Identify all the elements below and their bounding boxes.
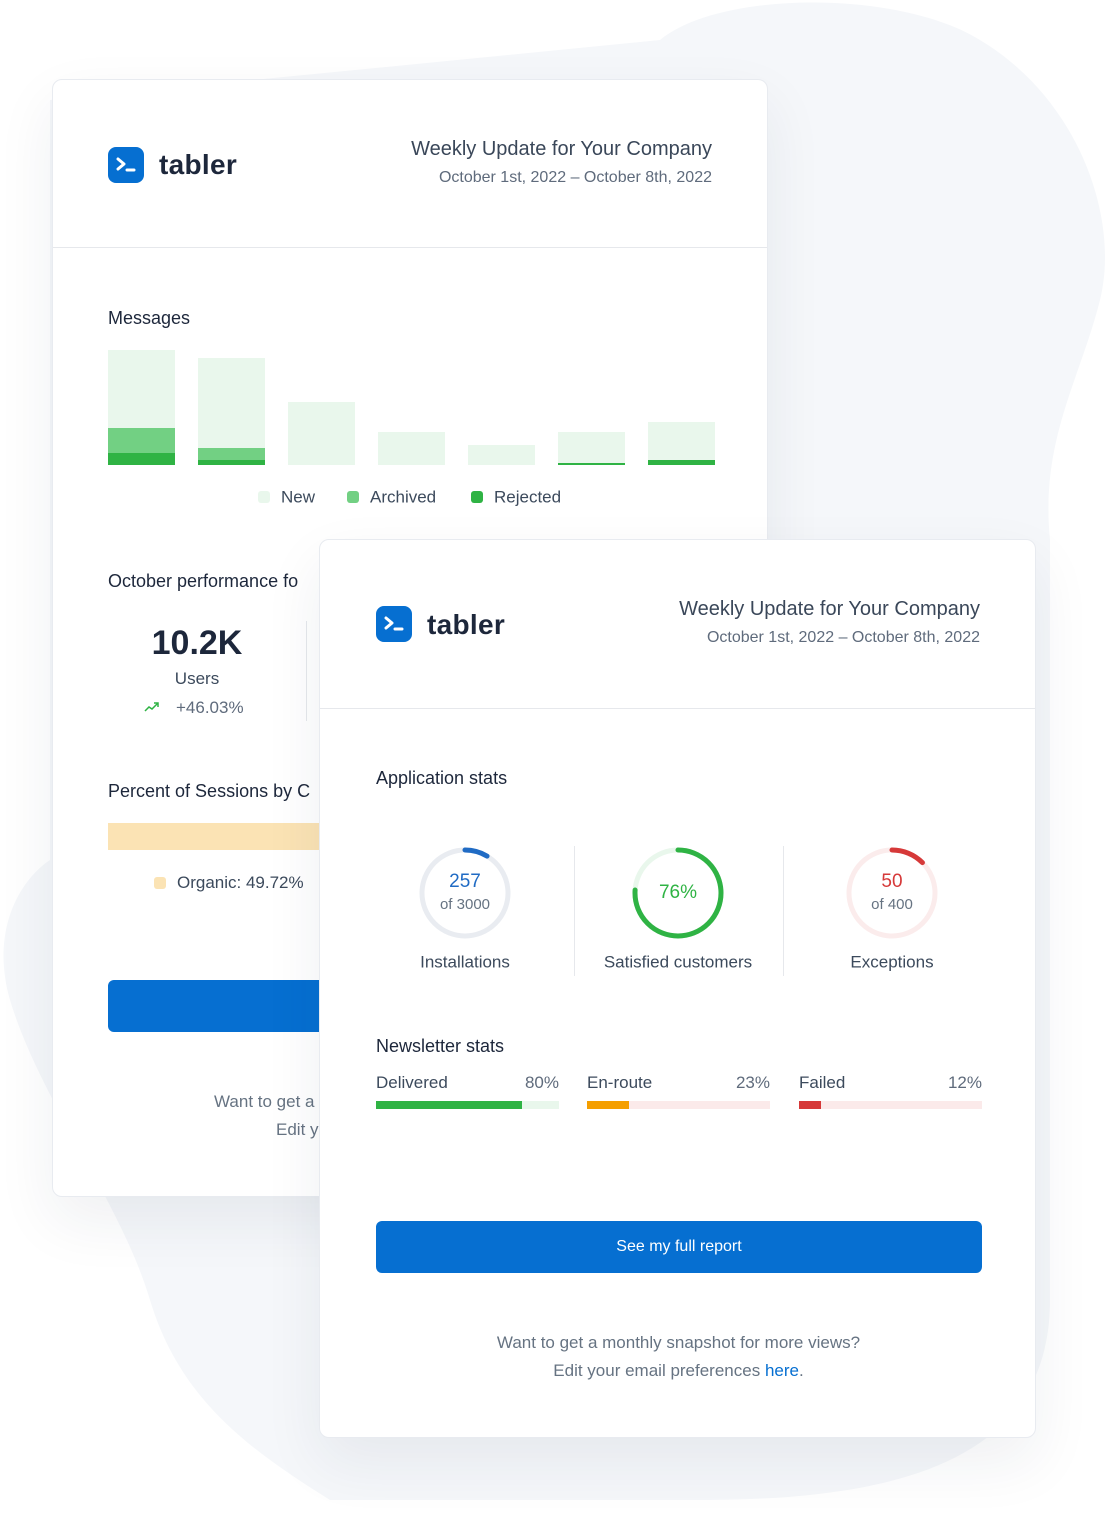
stat-change: +46.03% — [176, 698, 244, 717]
section-title: Application stats — [376, 768, 508, 788]
footer-text: Want to get a monthly snapshot for more … — [496, 1333, 861, 1352]
ring-arc — [846, 847, 938, 939]
footer-text: Edit y — [276, 1120, 319, 1139]
legend-label: Rejected — [494, 487, 561, 506]
divider — [320, 708, 1035, 709]
footer-text: Edit your email preferences — [553, 1361, 761, 1380]
progress-track — [587, 1101, 770, 1109]
ring-label: Satisfied customers — [604, 952, 752, 971]
stat-label: Users — [174, 669, 220, 688]
ring-total: of 3000 — [440, 896, 490, 913]
stat-label: Delivered — [376, 1073, 448, 1092]
ring-total: of 400 — [871, 896, 913, 913]
legend-dot — [154, 877, 166, 889]
bar-segment — [648, 422, 715, 460]
section-title: October performance fo — [108, 571, 299, 591]
link[interactable]: here — [764, 1361, 799, 1380]
application-stats: 257 of 3000 Installations 76% Satisfied cust… — [419, 846, 938, 976]
bar-segment — [468, 445, 535, 465]
header-title: Weekly Update for Your Company — [411, 138, 712, 160]
section-title: Percent of Sessions by C — [108, 781, 311, 801]
progress-bar — [376, 1101, 523, 1109]
brand: tabler — [427, 609, 506, 640]
progress-bar — [587, 1101, 630, 1109]
ring-label: Installations — [420, 952, 510, 971]
footer-text: Want to get a — [214, 1092, 315, 1111]
bar-segment — [198, 460, 265, 465]
bar-segment — [648, 460, 715, 465]
divider — [306, 621, 307, 721]
newsletter-stats: Delivered 80% En-route 23% Failed 12% — [320, 540, 1035, 1140]
legend-label: New — [281, 487, 316, 506]
section-title: Newsletter stats — [376, 1036, 505, 1056]
section-title: Messages — [108, 308, 191, 328]
footer-line: Edit your email preferences here. — [320, 1361, 1035, 1380]
legend-dot — [347, 491, 359, 503]
header-title: Weekly Update for Your Company — [679, 598, 980, 620]
progress-track — [799, 1101, 982, 1109]
legend-dot — [471, 491, 483, 503]
ring-label: Exceptions — [850, 952, 933, 971]
button-label: See my full report — [616, 1238, 742, 1255]
bar-segment — [108, 350, 175, 428]
button[interactable]: See my full report — [376, 1221, 982, 1273]
trend-icon — [144, 702, 159, 712]
header-date: October 1st, 2022 – October 8th, 2022 — [706, 629, 980, 646]
bar-segment — [288, 402, 355, 465]
stat-value: 12% — [947, 1073, 982, 1092]
ring-arc — [632, 847, 724, 939]
stat-value: 80% — [524, 1073, 559, 1092]
bar-segment — [198, 358, 265, 448]
stat-label: En-route — [587, 1073, 653, 1092]
front-card: tabler Weekly Update for Your Company Oc… — [319, 539, 1036, 1438]
divider — [53, 247, 767, 248]
ring-value: 76% — [659, 882, 697, 903]
stat-label: Failed — [799, 1073, 846, 1092]
logo — [108, 147, 144, 183]
bar-segment — [198, 448, 265, 460]
logo — [376, 606, 412, 642]
footer-text: . — [798, 1361, 804, 1380]
legend-label: Archived — [370, 487, 436, 506]
header-date: October 1st, 2022 – October 8th, 2022 — [438, 169, 712, 186]
stat-value: 10.2K — [151, 624, 243, 662]
brand: tabler — [159, 149, 238, 180]
messages-chart: New Archived Rejected — [108, 350, 715, 506]
ring-value: 50 — [881, 871, 902, 892]
bar-segment — [558, 463, 625, 465]
progress-bar — [799, 1101, 821, 1109]
bar-segment — [108, 453, 175, 465]
legend-dot — [258, 491, 270, 503]
bar-segment — [108, 428, 175, 453]
ring-value: 257 — [449, 871, 481, 892]
stat-value: 23% — [735, 1073, 770, 1092]
legend-label: Organic: 49.72% — [177, 873, 304, 892]
bar-segment — [378, 432, 445, 465]
ring-arc — [419, 847, 511, 939]
bar-segment — [558, 432, 625, 463]
